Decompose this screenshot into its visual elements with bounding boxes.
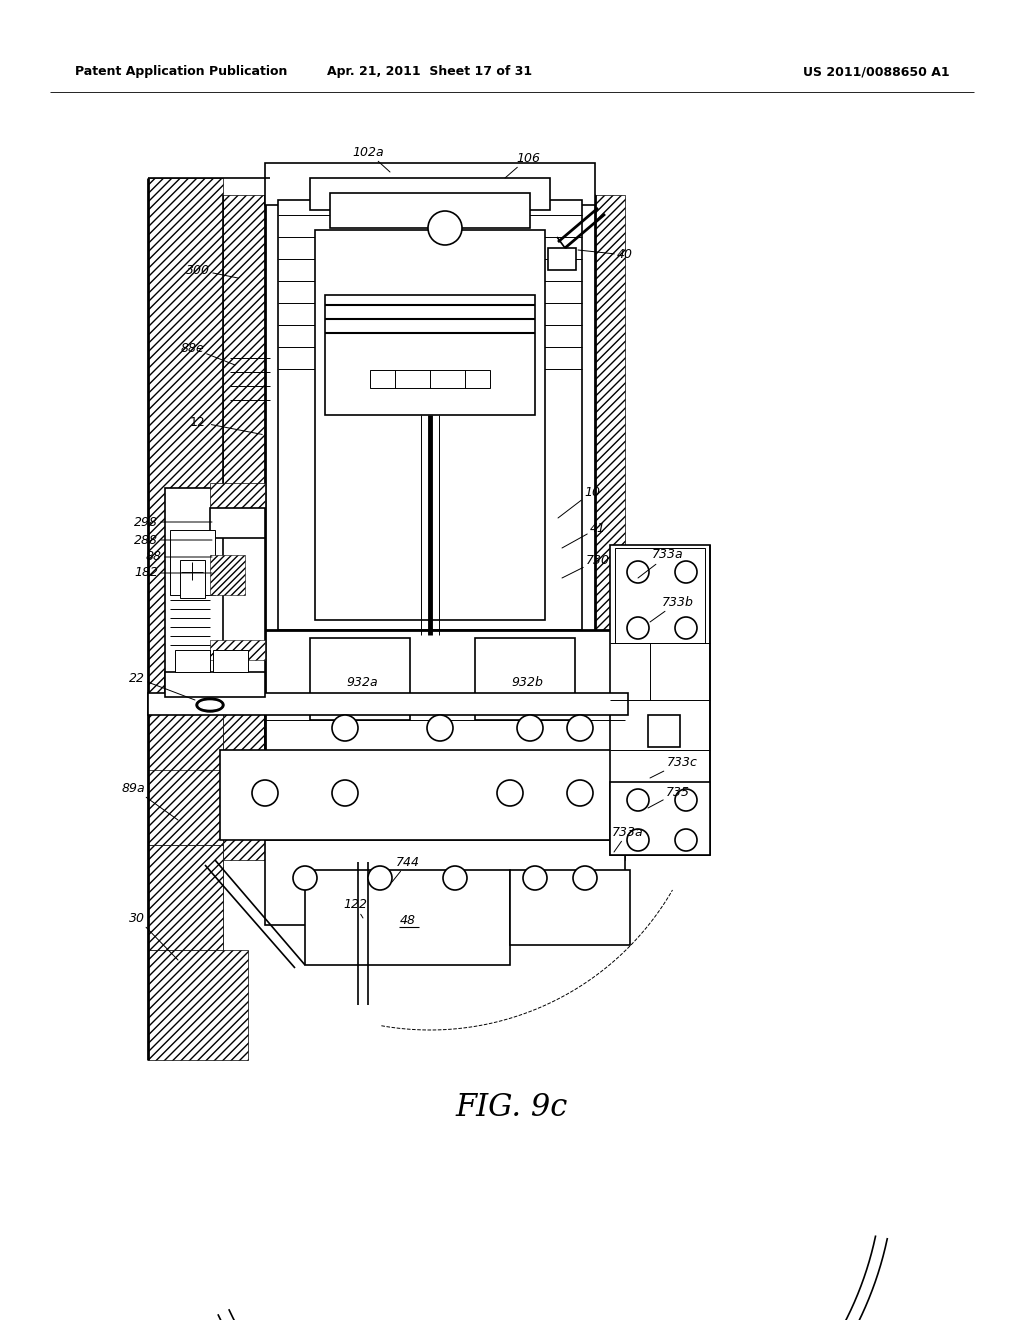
Text: 48: 48 xyxy=(400,913,416,927)
Text: 733c: 733c xyxy=(650,755,697,777)
Bar xyxy=(210,483,265,508)
Bar xyxy=(175,649,210,672)
Circle shape xyxy=(627,561,649,583)
Circle shape xyxy=(627,616,649,639)
Text: 10: 10 xyxy=(558,486,600,517)
Bar xyxy=(148,845,223,950)
Bar xyxy=(223,830,625,861)
Bar xyxy=(210,640,265,660)
Text: 182: 182 xyxy=(134,566,212,579)
Circle shape xyxy=(497,780,523,807)
Bar xyxy=(265,162,595,205)
Bar xyxy=(330,193,530,228)
Bar xyxy=(310,638,410,719)
Text: Patent Application Publication: Patent Application Publication xyxy=(75,66,288,78)
Text: 298: 298 xyxy=(134,516,212,528)
Text: 733a: 733a xyxy=(638,549,684,578)
Text: 733a: 733a xyxy=(612,825,644,851)
Bar xyxy=(210,554,245,595)
Text: 89a: 89a xyxy=(122,781,178,820)
Circle shape xyxy=(675,561,697,583)
Text: 730: 730 xyxy=(562,553,610,578)
Bar xyxy=(165,672,265,697)
Text: 88e: 88e xyxy=(180,342,234,366)
Bar xyxy=(148,770,223,845)
Text: 22: 22 xyxy=(129,672,195,700)
Text: 122: 122 xyxy=(343,899,367,917)
Circle shape xyxy=(567,780,593,807)
Text: 88: 88 xyxy=(146,550,212,564)
Bar xyxy=(548,248,575,271)
Ellipse shape xyxy=(199,701,221,709)
Circle shape xyxy=(293,866,317,890)
Text: 102a: 102a xyxy=(352,145,390,172)
Text: US 2011/0088650 A1: US 2011/0088650 A1 xyxy=(804,66,950,78)
Bar xyxy=(648,715,680,747)
Text: 30: 30 xyxy=(129,912,178,960)
Bar xyxy=(148,950,248,1060)
Bar xyxy=(370,370,490,388)
Text: 288: 288 xyxy=(134,533,212,546)
Circle shape xyxy=(443,866,467,890)
Circle shape xyxy=(428,211,462,246)
Bar xyxy=(210,508,265,539)
Circle shape xyxy=(675,829,697,851)
Circle shape xyxy=(517,715,543,741)
Bar xyxy=(220,750,630,840)
Circle shape xyxy=(675,616,697,639)
Text: 932b: 932b xyxy=(511,676,543,689)
Circle shape xyxy=(627,789,649,810)
Text: Apr. 21, 2011  Sheet 17 of 31: Apr. 21, 2011 Sheet 17 of 31 xyxy=(328,66,532,78)
Text: 300: 300 xyxy=(186,264,238,279)
Bar xyxy=(325,294,535,414)
Circle shape xyxy=(627,829,649,851)
Text: 744: 744 xyxy=(392,855,420,882)
Circle shape xyxy=(368,866,392,890)
Circle shape xyxy=(675,789,697,810)
Bar xyxy=(165,488,265,693)
Bar xyxy=(278,201,582,630)
Text: 932a: 932a xyxy=(346,676,378,689)
Bar xyxy=(610,545,710,855)
Bar xyxy=(310,178,550,210)
Bar xyxy=(305,870,510,965)
Bar xyxy=(595,195,625,840)
Bar xyxy=(148,693,628,715)
Circle shape xyxy=(523,866,547,890)
Text: 106: 106 xyxy=(505,152,540,178)
Bar xyxy=(265,630,625,830)
Bar xyxy=(615,548,705,643)
Circle shape xyxy=(573,866,597,890)
Bar xyxy=(510,870,630,945)
Bar xyxy=(148,178,223,1048)
Circle shape xyxy=(427,715,453,741)
Bar xyxy=(265,840,625,925)
Ellipse shape xyxy=(196,698,224,711)
Circle shape xyxy=(332,715,358,741)
Circle shape xyxy=(332,780,358,807)
Text: 735: 735 xyxy=(648,785,690,808)
Bar xyxy=(475,638,575,719)
Bar xyxy=(213,649,248,672)
Text: 41: 41 xyxy=(562,521,606,548)
Text: 733b: 733b xyxy=(650,595,694,622)
Circle shape xyxy=(567,715,593,741)
Bar xyxy=(170,531,215,595)
Circle shape xyxy=(252,780,278,807)
Bar xyxy=(223,195,265,840)
Bar xyxy=(180,560,205,598)
Text: 40: 40 xyxy=(578,248,633,261)
Text: 12: 12 xyxy=(190,416,262,434)
Text: FIG. 9c: FIG. 9c xyxy=(456,1093,568,1123)
Bar xyxy=(610,781,710,855)
Bar xyxy=(315,230,545,620)
